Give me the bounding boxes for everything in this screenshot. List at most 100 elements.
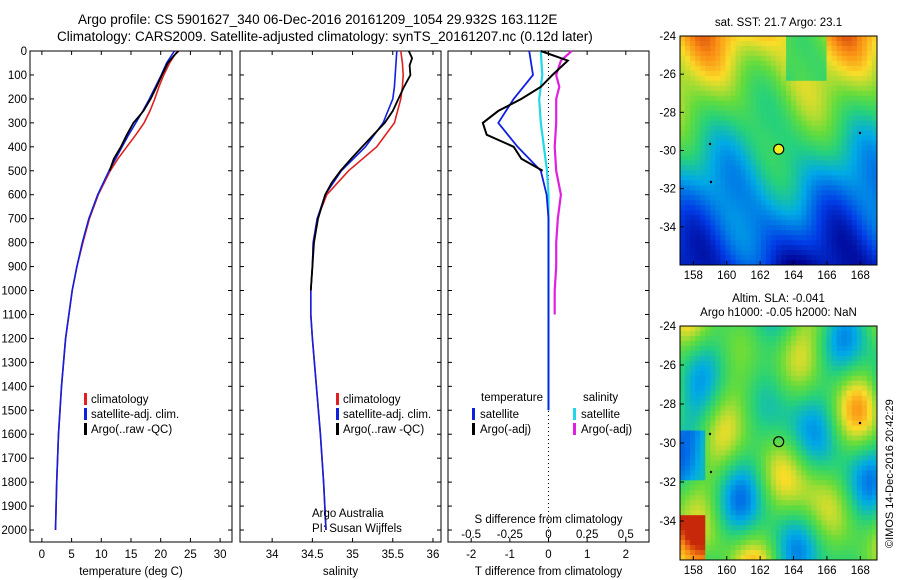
- sst-map-cell: [811, 50, 817, 57]
- sst-map-cell: [715, 165, 721, 171]
- sst-map-cell: [826, 195, 832, 201]
- sst-map-cell: [811, 195, 817, 201]
- sst-map-cell: [705, 120, 711, 127]
- sst-map-cell: [806, 80, 812, 87]
- sst-map-cell: [690, 75, 696, 82]
- sst-map-cell: [821, 45, 827, 52]
- sla-map-cell: [680, 335, 686, 342]
- sla-map-cell: [745, 365, 752, 372]
- sla-map-cell: [730, 395, 736, 402]
- sla-map-cell: [775, 365, 782, 372]
- sla-map-cell: [851, 530, 858, 536]
- sla-map-cell: [831, 475, 837, 481]
- sla-map-cell: [801, 445, 807, 451]
- sla-map-cell: [720, 485, 726, 491]
- sst-map-cell: [760, 65, 767, 72]
- sla-map-cell: [775, 380, 782, 387]
- map-y-tick-label: -32: [659, 184, 676, 196]
- sla-map-cell: [725, 440, 731, 446]
- sst-map-cell: [806, 175, 812, 181]
- sla-map-cell: [705, 475, 711, 481]
- sla-map-cell: [861, 425, 868, 431]
- sla-map-cell: [801, 510, 807, 516]
- sst-map-cell: [841, 70, 848, 77]
- sla-map-cell: [750, 510, 757, 516]
- sla-map-cell: [841, 345, 848, 352]
- sla-map-cell: [695, 500, 701, 506]
- sst-map-cell: [715, 40, 721, 47]
- sst-map-cell: [821, 235, 827, 241]
- sla-map-cell: [685, 460, 691, 466]
- sla-map-cell: [705, 440, 711, 446]
- sst-map-cell: [791, 200, 797, 206]
- sla-map-cell: [826, 495, 832, 501]
- sst-map-cell: [821, 55, 827, 62]
- sst-map-cell: [791, 45, 797, 52]
- sst-map-cell: [685, 220, 691, 226]
- sla-map-cell: [695, 360, 701, 367]
- sla-map-cell: [791, 385, 797, 392]
- sla-map-cell: [851, 360, 858, 367]
- sst-map-cell: [730, 195, 736, 201]
- sla-map-cell: [851, 425, 858, 431]
- sla-map-cell: [841, 460, 848, 466]
- sla-map-cell: [765, 380, 772, 387]
- sst-map-cell: [861, 150, 868, 156]
- sst-map-cell: [806, 200, 812, 206]
- sst-map-cell: [846, 235, 853, 241]
- sst-map-cell: [735, 50, 742, 57]
- sst-map-cell: [811, 80, 817, 87]
- sst-map-cell: [831, 145, 837, 151]
- legend-swatch: [84, 423, 87, 435]
- sla-map-cell: [715, 470, 721, 476]
- sla-map-cell: [851, 370, 858, 377]
- sla-map-cell: [770, 335, 777, 342]
- sst-map-cell: [770, 135, 777, 141]
- sla-map-cell: [705, 480, 711, 486]
- sst-map-cell: [740, 110, 747, 117]
- sst-map-cell: [745, 235, 752, 241]
- sla-map-cell: [705, 360, 711, 367]
- sst-map-cell: [791, 160, 797, 166]
- sst-map-cell: [861, 80, 868, 87]
- sst-map-cell: [826, 80, 832, 87]
- sla-map-cell: [851, 450, 858, 456]
- sst-map-cell: [801, 225, 807, 231]
- x-tick-label-s: -0.25: [497, 529, 523, 541]
- sla-map-cell: [866, 430, 873, 436]
- sst-map-cell: [760, 140, 767, 146]
- sst-map-cell: [695, 220, 701, 226]
- sla-map-cell: [770, 470, 777, 476]
- sla-map-cell: [695, 435, 701, 441]
- sla-map-cell: [720, 335, 726, 342]
- sla-map-cell: [750, 480, 757, 486]
- sst-map-cell: [811, 36, 817, 42]
- sla-map-cell: [781, 510, 787, 516]
- sst-map-cell: [720, 185, 726, 191]
- sla-map-cell: [735, 370, 742, 377]
- sla-map-cell: [730, 555, 736, 561]
- sla-map-cell: [836, 390, 843, 397]
- sla-map-cell: [695, 330, 701, 337]
- map-y-tick-label: -34: [659, 516, 676, 528]
- sla-map-cell: [841, 330, 848, 337]
- sst-map-cell: [781, 115, 787, 122]
- sst-map-cell: [846, 75, 853, 82]
- sla-map-cell: [695, 555, 701, 561]
- sst-map-cell: [831, 165, 837, 171]
- sla-map-cell: [770, 460, 777, 466]
- sla-map-cell: [745, 545, 752, 551]
- sst-map-cell: [730, 255, 736, 261]
- sla-map-cell: [720, 530, 726, 536]
- sst-map-cell: [826, 95, 832, 102]
- sst-map-cell: [836, 215, 843, 221]
- sst-map-cell: [775, 160, 782, 166]
- sla-map-cell: [856, 440, 863, 446]
- sst-map-cell: [755, 55, 762, 62]
- sst-map-cell: [786, 150, 792, 156]
- sla-map-cell: [775, 460, 782, 466]
- sla-map-cell: [821, 425, 827, 431]
- sst-map-cell: [760, 165, 767, 171]
- sst-map-cell: [710, 120, 716, 127]
- sla-map-cell: [765, 340, 772, 347]
